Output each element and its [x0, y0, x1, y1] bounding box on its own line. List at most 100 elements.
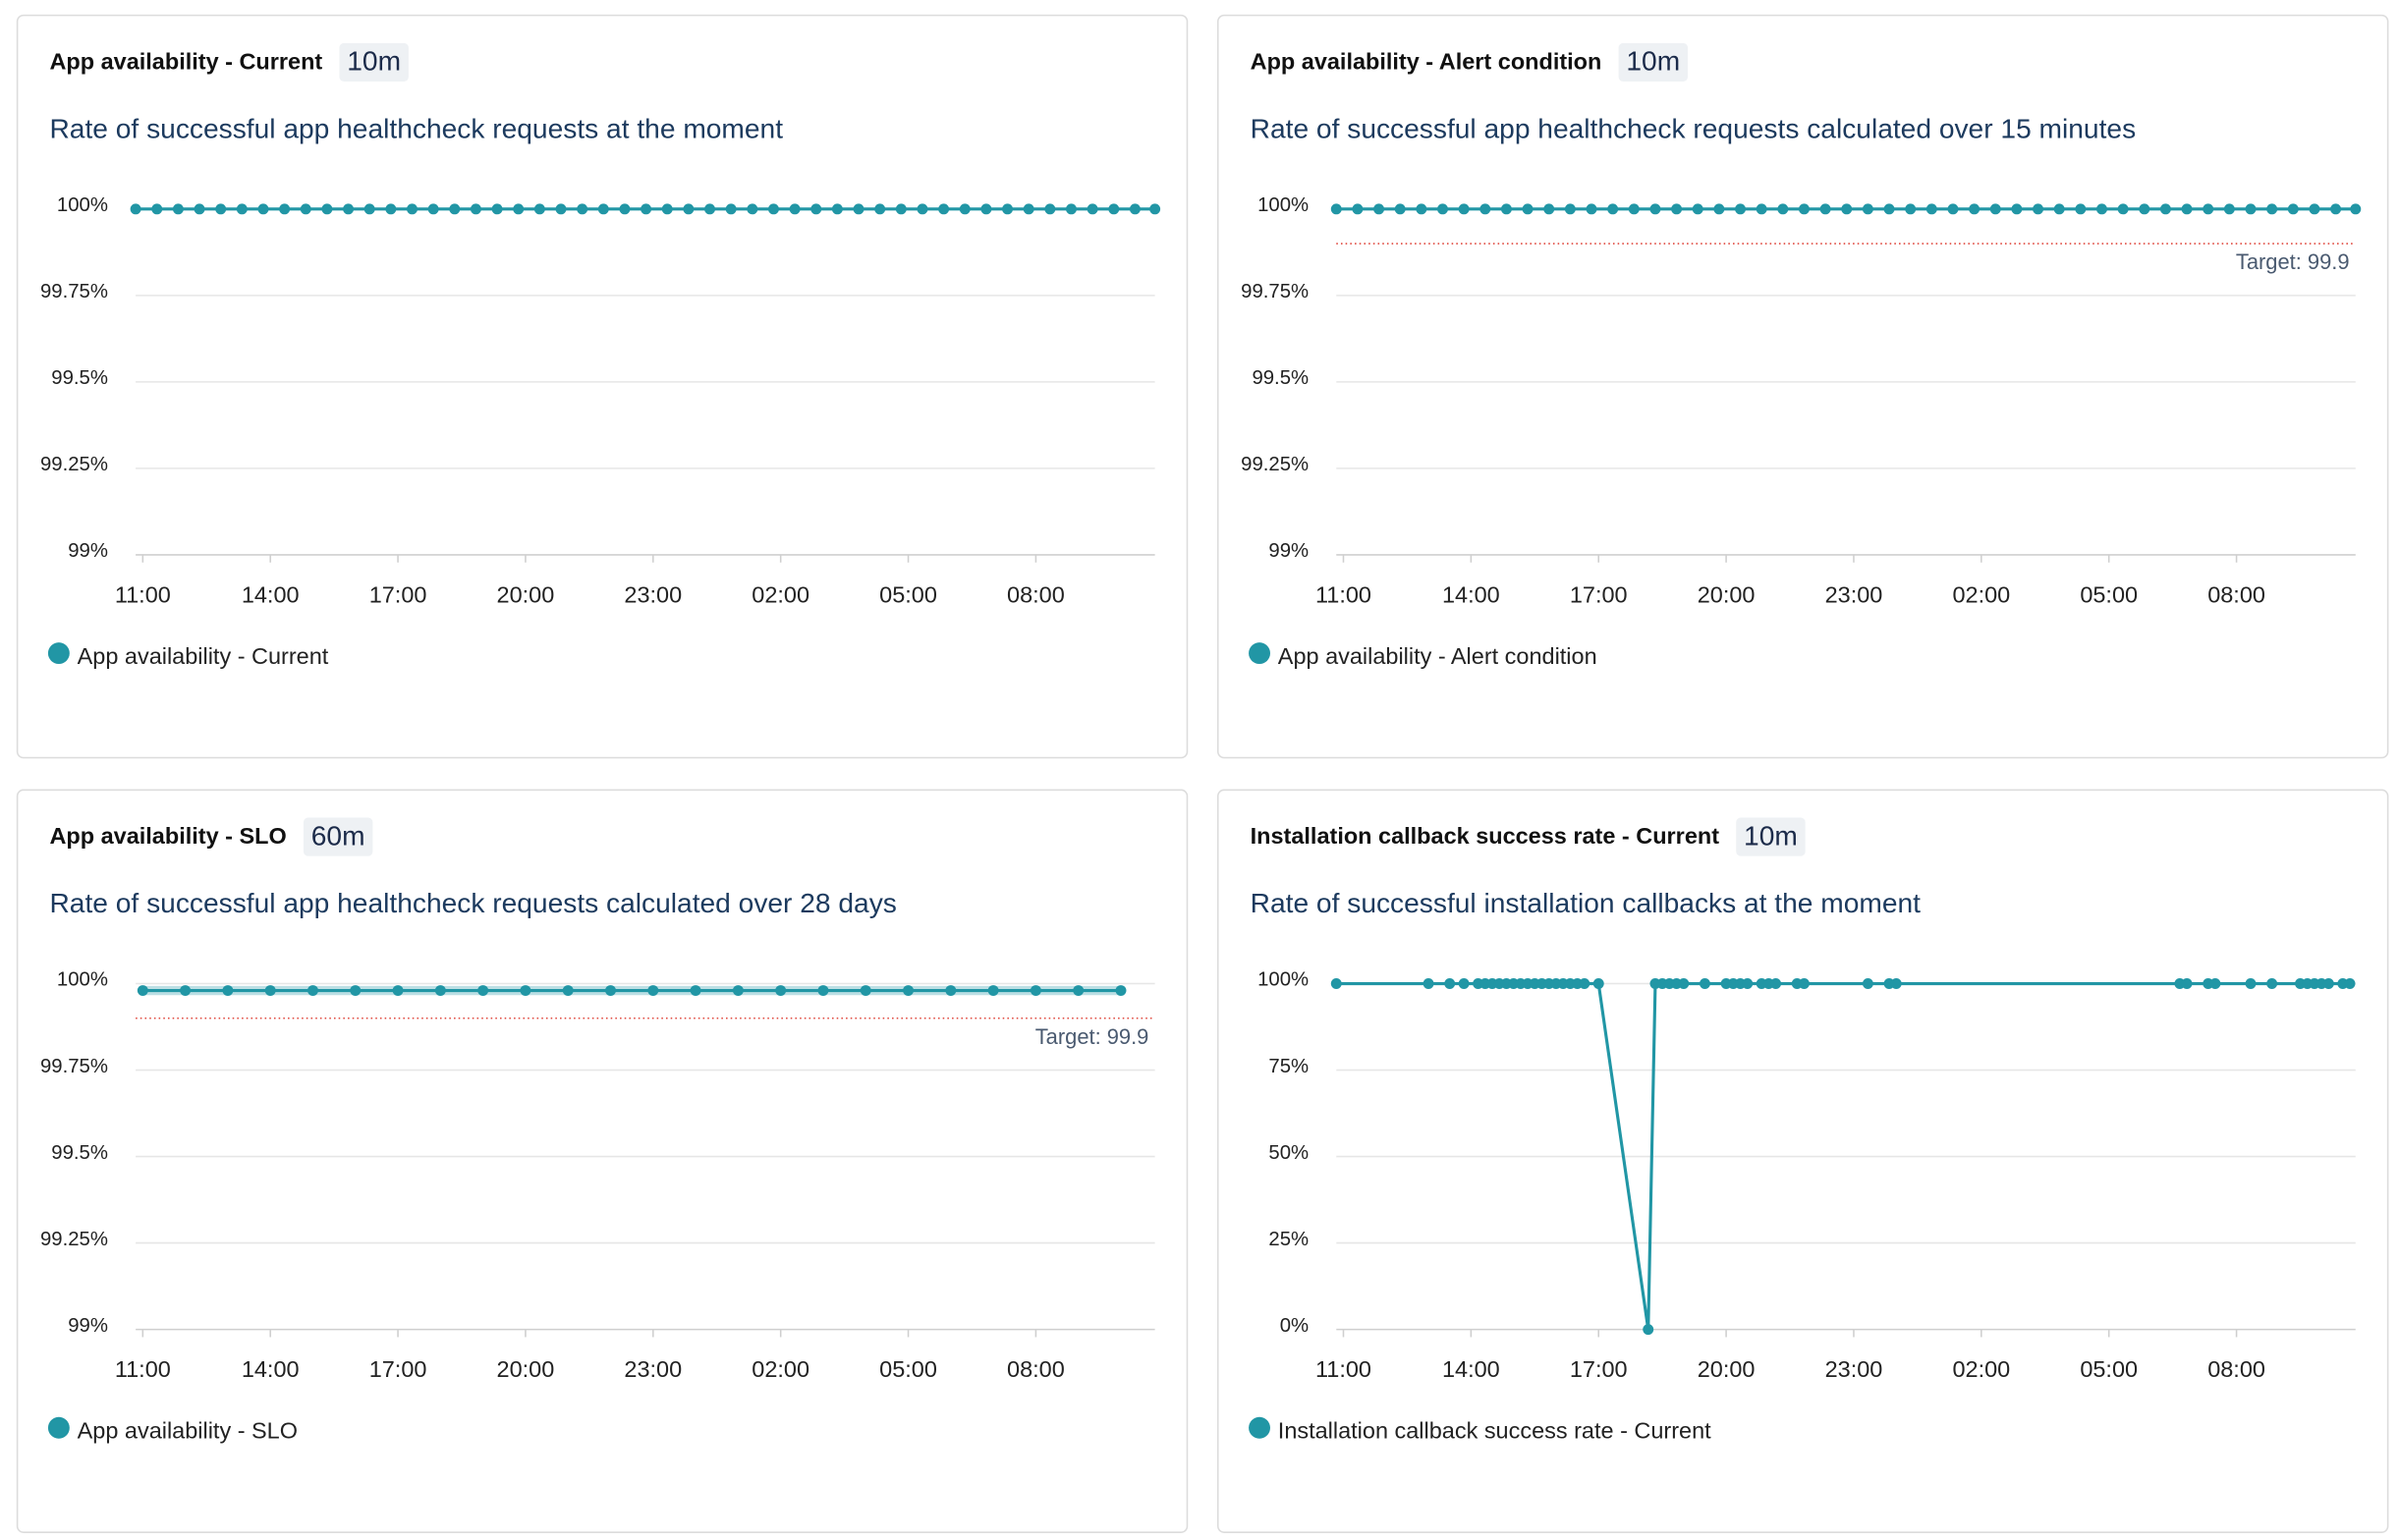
- y-tick-label: 100%: [1257, 194, 1309, 216]
- data-point: [1607, 203, 1619, 215]
- data-point: [2309, 203, 2320, 215]
- data-point: [491, 203, 503, 215]
- panel-background: [16, 789, 1189, 1533]
- data-point: [1798, 978, 1810, 989]
- x-tick-label: 02:00: [1952, 1356, 2010, 1382]
- time-window: 60m: [311, 820, 365, 851]
- data-point: [917, 203, 928, 215]
- data-point: [2287, 203, 2299, 215]
- data-point: [2344, 978, 2356, 989]
- panel-title: App availability - Alert condition: [1251, 48, 1602, 74]
- data-point: [151, 203, 163, 215]
- data-point: [236, 203, 248, 215]
- y-tick-label: 99.25%: [40, 1229, 108, 1250]
- data-point: [1479, 203, 1491, 215]
- data-point: [533, 203, 545, 215]
- x-tick-label: 17:00: [369, 1356, 427, 1382]
- panel-title: Installation callback success rate - Cur…: [1251, 823, 1720, 849]
- data-point: [1649, 203, 1661, 215]
- data-point: [2330, 203, 2342, 215]
- data-point: [1770, 978, 1782, 989]
- x-tick-label: 14:00: [242, 1356, 300, 1382]
- data-point: [1444, 978, 1456, 989]
- data-point: [1394, 203, 1406, 215]
- data-point: [257, 203, 269, 215]
- data-point: [137, 985, 148, 997]
- data-point: [647, 985, 659, 997]
- data-point: [1330, 978, 1342, 989]
- data-point: [1522, 203, 1534, 215]
- data-point: [477, 985, 489, 997]
- data-point: [1592, 978, 1604, 989]
- data-point: [1798, 203, 1810, 215]
- data-point: [2223, 203, 2235, 215]
- y-tick-label: 99.25%: [1241, 454, 1309, 475]
- data-point: [831, 203, 843, 215]
- y-tick-label: 99.5%: [51, 367, 108, 389]
- data-point: [945, 985, 957, 997]
- y-tick-label: 99%: [68, 540, 108, 562]
- y-tick-label: 99.75%: [40, 281, 108, 302]
- data-point: [1564, 203, 1576, 215]
- legend-label: Installation callback success rate - Cur…: [1278, 1418, 1711, 1444]
- legend-marker: [47, 642, 70, 665]
- data-point: [562, 985, 574, 997]
- data-point: [427, 203, 439, 215]
- y-tick-label: 25%: [1268, 1229, 1309, 1250]
- x-tick-label: 05:00: [2080, 1356, 2138, 1382]
- panel-background: [16, 14, 1189, 759]
- panel-title: App availability - Current: [49, 48, 322, 74]
- data-point: [300, 203, 311, 215]
- legend-label: App availability - Alert condition: [1278, 643, 1597, 669]
- legend-marker: [1249, 1416, 1270, 1439]
- data-point: [1925, 203, 1937, 215]
- data-point: [1500, 203, 1512, 215]
- data-point: [2159, 203, 2171, 215]
- data-point: [2117, 203, 2129, 215]
- data-point: [895, 203, 907, 215]
- data-point: [605, 985, 616, 997]
- data-point: [874, 203, 886, 215]
- data-point: [307, 985, 318, 997]
- data-point: [1115, 985, 1127, 997]
- y-tick-label: 99%: [1268, 540, 1309, 562]
- x-tick-label: 05:00: [2080, 581, 2138, 607]
- x-tick-label: 02:00: [1952, 581, 2010, 607]
- x-tick-label: 14:00: [242, 581, 300, 607]
- y-tick-label: 0%: [1280, 1315, 1309, 1337]
- data-point: [130, 203, 141, 215]
- data-point: [690, 985, 701, 997]
- data-point: [434, 985, 446, 997]
- data-point: [732, 985, 744, 997]
- data-point: [1890, 978, 1902, 989]
- data-point: [2075, 203, 2087, 215]
- data-point: [194, 203, 205, 215]
- data-point: [392, 985, 404, 997]
- x-tick-label: 02:00: [752, 1356, 809, 1382]
- data-point: [1883, 203, 1895, 215]
- x-tick-label: 14:00: [1442, 1356, 1500, 1382]
- x-tick-label: 08:00: [2207, 581, 2265, 607]
- data-point: [1905, 203, 1917, 215]
- data-point: [1989, 203, 2001, 215]
- data-point: [1671, 203, 1683, 215]
- data-point: [959, 203, 971, 215]
- y-tick-label: 99.75%: [40, 1056, 108, 1077]
- data-point: [2096, 203, 2107, 215]
- data-point: [520, 985, 531, 997]
- data-point: [1862, 203, 1873, 215]
- data-point: [1023, 203, 1034, 215]
- panel: App availability - Current 10m Rate of suc…: [16, 14, 1189, 759]
- x-tick-label: 11:00: [115, 1356, 171, 1382]
- data-point: [1416, 203, 1427, 215]
- time-window: 10m: [347, 46, 401, 77]
- x-tick-label: 23:00: [624, 1356, 682, 1382]
- x-tick-label: 05:00: [879, 1356, 937, 1382]
- panel-subtitle: Rate of successful installation callback…: [1251, 888, 1922, 918]
- data-point: [363, 203, 375, 215]
- data-point: [222, 985, 234, 997]
- x-tick-label: 20:00: [1698, 1356, 1756, 1382]
- x-tick-label: 17:00: [1570, 581, 1628, 607]
